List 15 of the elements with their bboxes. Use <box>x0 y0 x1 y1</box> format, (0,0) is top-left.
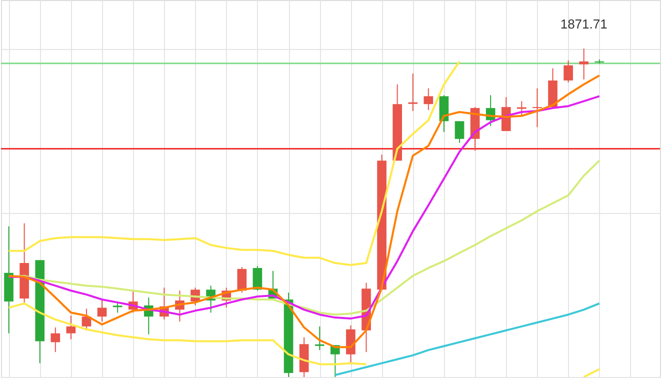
candlestick <box>532 88 542 128</box>
candlestick <box>112 302 123 314</box>
candlestick <box>237 266 247 294</box>
annotation: 1871.71 <box>560 16 608 32</box>
candlestick <box>579 48 589 80</box>
candlestick <box>97 300 107 322</box>
candlestick <box>424 88 434 111</box>
candlestick <box>454 120 464 144</box>
candlestick <box>407 73 418 112</box>
candlestick <box>50 326 60 353</box>
candlestick <box>66 315 76 340</box>
candlestick <box>516 100 528 116</box>
candlestick <box>314 326 326 351</box>
candlestick <box>564 60 573 83</box>
candlestick <box>82 308 92 331</box>
